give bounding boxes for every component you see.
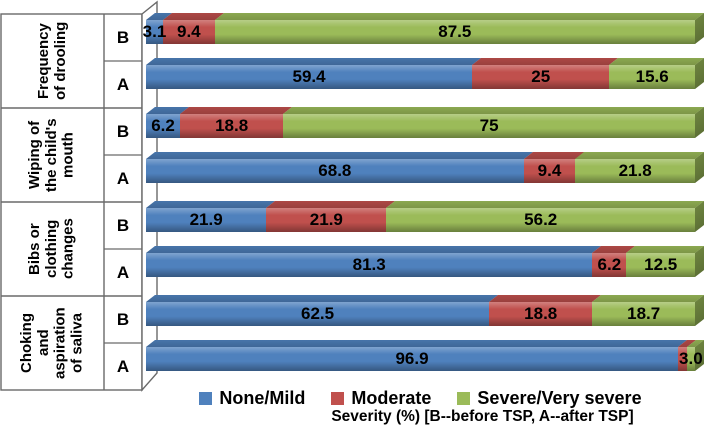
bar-row: 68.8 9.4 21.8 bbox=[146, 159, 695, 183]
value-label: 62.5 bbox=[301, 304, 335, 323]
bar-segment-none-mild: 96.9 bbox=[146, 347, 678, 371]
bar-segment-moderate bbox=[677, 347, 687, 371]
bar-segment-moderate: 18.8 bbox=[489, 302, 593, 326]
bar-segment-none-mild: 81.3 bbox=[146, 253, 593, 277]
value-label: 15.6 bbox=[635, 67, 669, 86]
legend-swatch bbox=[199, 392, 213, 405]
value-label: 21.9 bbox=[309, 210, 343, 229]
3d-wall bbox=[141, 0, 158, 392]
bar-segment-severe-very-severe: 87.5 bbox=[214, 20, 695, 44]
value-label: 21.8 bbox=[618, 161, 652, 180]
bar-segment-none-mild: 3.1 bbox=[143, 20, 166, 44]
row-label: A bbox=[116, 262, 130, 282]
bar-row: 81.3 6.2 12.5 bbox=[146, 253, 695, 277]
x-axis-title: Severity (%) [B--before TSP, A--after TS… bbox=[331, 408, 634, 425]
category-label-cell: Wiping of the child's mouth bbox=[1, 108, 104, 202]
value-label: 68.8 bbox=[318, 161, 352, 180]
value-label: 87.5 bbox=[438, 22, 472, 41]
bar-segment-moderate: 18.8 bbox=[180, 114, 284, 138]
category-label-cell: Choking and aspiration of saliva bbox=[1, 296, 104, 390]
legend-item: None/Mild bbox=[199, 388, 305, 409]
value-label: 9.4 bbox=[537, 161, 562, 180]
legend-label: Severe/Very severe bbox=[477, 388, 642, 408]
bar-segment-severe-very-severe: 75 bbox=[283, 114, 695, 138]
legend-label: None/Mild bbox=[219, 388, 306, 408]
value-label: 6.2 bbox=[151, 116, 175, 135]
bar-segment-severe-very-severe: 56.2 bbox=[386, 208, 695, 232]
bar-segment-none-mild: 68.8 bbox=[146, 159, 524, 183]
row-label: A bbox=[116, 356, 130, 376]
value-label: 25 bbox=[531, 67, 551, 86]
category-axis: Frequency of drooling B A Wiping of the chi… bbox=[0, 0, 160, 431]
bar-segment-none-mild: 62.5 bbox=[146, 302, 490, 326]
bar-row: 59.4 25 15.6 bbox=[146, 65, 695, 89]
legend-label: Moderate bbox=[351, 388, 432, 408]
bar-segment-none-mild: 21.9 bbox=[146, 208, 267, 232]
bar-segment-severe-very-severe: 18.7 bbox=[592, 302, 695, 326]
value-label: 18.7 bbox=[627, 304, 661, 323]
value-label: 56.2 bbox=[524, 210, 558, 229]
value-label: 3.1 bbox=[142, 22, 167, 41]
value-label: 21.9 bbox=[189, 210, 223, 229]
category-label: Bibs or clothing changes bbox=[26, 218, 77, 280]
bar-segment-moderate: 9.4 bbox=[163, 20, 215, 44]
value-label: 3.0 bbox=[679, 349, 703, 368]
bar-segment-severe-very-severe: 15.6 bbox=[609, 65, 695, 89]
value-label: 96.9 bbox=[395, 349, 429, 368]
value-label: 59.4 bbox=[292, 67, 326, 86]
row-label: A bbox=[116, 74, 130, 94]
category-label: Choking and aspiration of saliva bbox=[17, 307, 86, 379]
bar-segment-none-mild: 59.4 bbox=[146, 65, 473, 89]
bar-segment-severe-very-severe: 3.0 bbox=[679, 347, 703, 371]
value-label: 75 bbox=[479, 116, 499, 135]
bar-segment-severe-very-severe: 12.5 bbox=[626, 253, 695, 277]
value-label: 81.3 bbox=[352, 255, 386, 274]
category-label: Wiping of the child's mouth bbox=[26, 118, 77, 192]
bar-segment-severe-very-severe: 21.8 bbox=[575, 159, 695, 183]
legend-swatch bbox=[457, 392, 471, 405]
legend-swatch bbox=[331, 392, 345, 405]
value-label: 6.2 bbox=[597, 255, 622, 274]
bar-segment-moderate: 25 bbox=[472, 65, 610, 89]
row-label: B bbox=[116, 215, 130, 235]
value-label: 9.4 bbox=[176, 22, 201, 41]
bar-segment-none-mild: 6.2 bbox=[146, 114, 181, 138]
category-label-cell: Bibs or clothing changes bbox=[1, 202, 104, 296]
legend-item: Moderate bbox=[331, 388, 431, 409]
bar-segment-moderate: 9.4 bbox=[523, 159, 576, 183]
row-label: B bbox=[116, 121, 130, 141]
legend-item: Severe/Very severe bbox=[457, 388, 642, 409]
value-label: 18.8 bbox=[524, 304, 558, 323]
bar-row: 6.2 18.8 75 bbox=[146, 114, 695, 138]
legend: None/Mild Moderate Severe/Very severe bbox=[146, 388, 695, 409]
bar-segment-moderate: 6.2 bbox=[592, 253, 627, 277]
row-label: A bbox=[116, 168, 130, 188]
bar-segment-moderate: 21.9 bbox=[266, 208, 387, 232]
category-label: Frequency of drooling bbox=[34, 21, 69, 101]
row-label: B bbox=[116, 309, 130, 329]
bar-row: 96.9 3.0 bbox=[146, 347, 703, 371]
value-label: 12.5 bbox=[644, 255, 678, 274]
bar-row: 62.5 18.8 18.7 bbox=[146, 302, 695, 326]
row-label: B bbox=[116, 27, 130, 47]
bar-row: 21.9 21.9 56.2 bbox=[146, 208, 695, 232]
bar-row: 3.1 9.4 87.5 bbox=[143, 20, 695, 44]
category-label-cell: Frequency of drooling bbox=[1, 14, 104, 108]
value-label: 18.8 bbox=[215, 116, 249, 135]
